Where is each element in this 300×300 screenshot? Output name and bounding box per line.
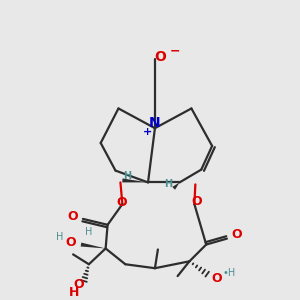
Polygon shape — [81, 243, 106, 248]
Text: H: H — [123, 170, 131, 181]
Text: H: H — [85, 227, 93, 237]
Text: O: O — [191, 195, 202, 208]
Text: O: O — [68, 210, 78, 224]
Text: −: − — [169, 45, 180, 58]
Text: H: H — [56, 232, 63, 242]
Polygon shape — [172, 182, 180, 190]
Text: O: O — [66, 236, 76, 249]
Text: O: O — [116, 196, 127, 208]
Text: N: N — [149, 116, 161, 130]
Text: •H: •H — [222, 268, 236, 278]
Text: O: O — [154, 50, 166, 64]
Text: H: H — [69, 286, 79, 299]
Polygon shape — [122, 178, 148, 182]
Text: H: H — [164, 179, 172, 189]
Text: O: O — [74, 278, 84, 292]
Text: +: + — [142, 127, 152, 137]
Text: O: O — [232, 228, 242, 241]
Text: O: O — [212, 272, 222, 285]
